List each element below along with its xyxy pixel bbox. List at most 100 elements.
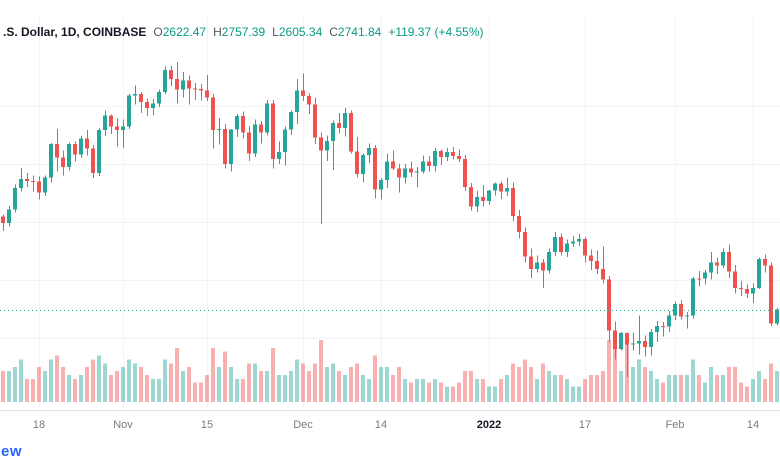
candle bbox=[427, 156, 431, 172]
candle bbox=[415, 167, 419, 187]
volume-bar bbox=[127, 359, 131, 402]
volume-bar bbox=[679, 374, 683, 402]
volume-bar bbox=[313, 363, 317, 402]
candle bbox=[199, 83, 203, 101]
candle bbox=[187, 75, 191, 105]
candle bbox=[289, 110, 293, 135]
close-value: 2741.84 bbox=[337, 25, 382, 39]
volume-bar bbox=[325, 367, 329, 402]
volume-bar bbox=[205, 374, 209, 402]
candle bbox=[547, 248, 551, 274]
volume-bar bbox=[637, 359, 641, 402]
candle bbox=[487, 189, 491, 205]
volume-bar bbox=[775, 371, 779, 402]
volume-bar bbox=[571, 386, 575, 402]
candle bbox=[169, 65, 173, 87]
volume-bar bbox=[187, 367, 191, 402]
volume-bar bbox=[391, 374, 395, 402]
volume-bar bbox=[493, 386, 497, 402]
candle bbox=[589, 249, 593, 270]
volume-bar bbox=[445, 386, 449, 402]
candle bbox=[463, 155, 467, 191]
candle bbox=[517, 210, 521, 239]
candle bbox=[13, 184, 17, 213]
volume-bar bbox=[505, 374, 509, 402]
volume-bar bbox=[373, 355, 377, 402]
volume-bar bbox=[109, 374, 113, 402]
candle bbox=[469, 182, 473, 211]
volume-bar bbox=[577, 386, 581, 402]
time-axis[interactable]: 18 Nov 15 Dec 14 2022 17 Feb 14 bbox=[0, 411, 780, 441]
candle bbox=[565, 239, 569, 258]
volume-bar bbox=[457, 382, 461, 402]
volume-bar bbox=[307, 371, 311, 402]
volume-bar bbox=[367, 378, 371, 402]
volume-bar bbox=[763, 378, 767, 402]
volume-bar bbox=[427, 382, 431, 402]
candle bbox=[577, 233, 581, 247]
open-value: 2622.47 bbox=[162, 25, 207, 39]
volume-bar bbox=[643, 367, 647, 402]
candle bbox=[151, 98, 155, 116]
ohlc-low: L2605.34 bbox=[272, 25, 322, 39]
candle bbox=[247, 126, 251, 161]
volume-bar bbox=[703, 382, 707, 402]
candle bbox=[739, 280, 743, 296]
time-axis-label: Dec bbox=[293, 419, 313, 431]
volume-bar bbox=[85, 367, 89, 402]
volume-bar bbox=[601, 371, 605, 402]
candle bbox=[331, 120, 335, 171]
candle bbox=[271, 100, 275, 169]
candle bbox=[241, 111, 245, 139]
volume-bar bbox=[385, 367, 389, 402]
candle bbox=[91, 145, 95, 179]
candle bbox=[559, 233, 563, 256]
tradingview-logo[interactable]: ew bbox=[1, 443, 23, 460]
symbol-title[interactable]: .S. Dollar, 1D, COINBASE bbox=[3, 25, 147, 39]
candle bbox=[211, 94, 215, 149]
candle bbox=[757, 257, 761, 289]
volume-bar bbox=[583, 378, 587, 402]
volume-bar bbox=[61, 367, 65, 402]
candle bbox=[391, 150, 395, 171]
volume-bar bbox=[733, 367, 737, 402]
candle bbox=[373, 145, 377, 199]
volume-bar bbox=[451, 386, 455, 402]
candle bbox=[175, 62, 179, 104]
volume-bar bbox=[379, 367, 383, 402]
volume-bar bbox=[751, 378, 755, 402]
candle bbox=[727, 244, 731, 278]
candle bbox=[433, 148, 437, 172]
volume-bar bbox=[31, 378, 35, 402]
candle bbox=[721, 248, 725, 269]
candle bbox=[343, 108, 347, 137]
candle bbox=[7, 206, 11, 227]
volume-bar bbox=[121, 367, 125, 402]
time-axis-label: Feb bbox=[666, 419, 685, 431]
candle bbox=[523, 227, 527, 263]
volume-bar bbox=[25, 378, 29, 402]
volume-bar bbox=[223, 351, 227, 402]
volume-bar bbox=[169, 363, 173, 402]
candle bbox=[379, 178, 383, 200]
candle bbox=[325, 135, 329, 161]
volume-bar bbox=[553, 374, 557, 402]
candle bbox=[139, 91, 143, 113]
time-axis-label: Nov bbox=[113, 419, 133, 431]
candle bbox=[385, 153, 389, 189]
volume-bar bbox=[403, 378, 407, 402]
candle bbox=[553, 232, 557, 256]
volume-bar bbox=[163, 359, 167, 402]
volume-bar bbox=[619, 371, 623, 402]
candle bbox=[535, 255, 539, 273]
volume-bar bbox=[607, 340, 611, 402]
volume-bar bbox=[133, 363, 137, 402]
volume-bar bbox=[739, 382, 743, 402]
volume-bar bbox=[139, 367, 143, 402]
candle bbox=[73, 141, 77, 162]
volume-bar bbox=[199, 382, 203, 402]
candle bbox=[655, 320, 659, 343]
volume-bar bbox=[193, 382, 197, 402]
